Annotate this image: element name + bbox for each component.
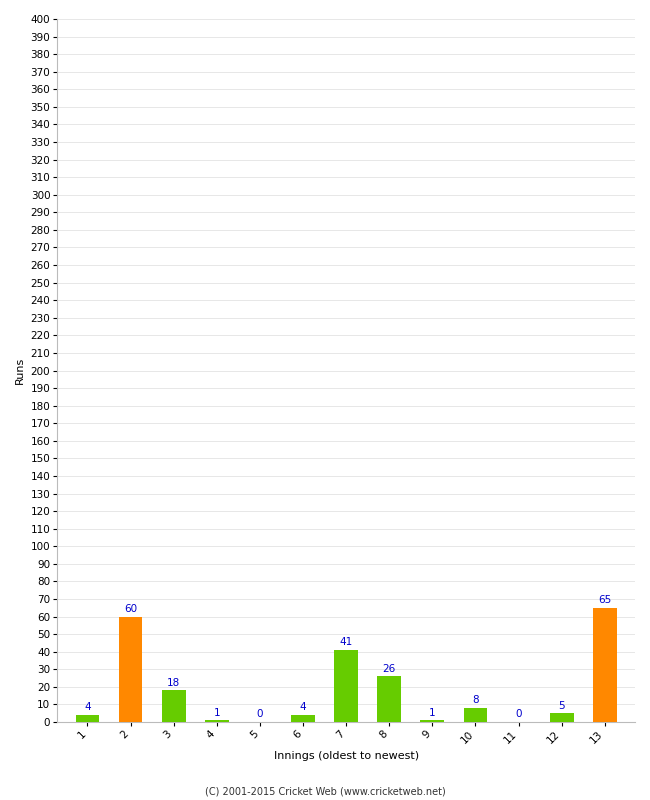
Text: 1: 1 xyxy=(429,708,436,718)
Bar xyxy=(75,715,99,722)
Bar xyxy=(162,690,185,722)
Text: (C) 2001-2015 Cricket Web (www.cricketweb.net): (C) 2001-2015 Cricket Web (www.cricketwe… xyxy=(205,786,445,796)
X-axis label: Innings (oldest to newest): Innings (oldest to newest) xyxy=(274,751,419,761)
Bar xyxy=(205,720,229,722)
Text: 0: 0 xyxy=(257,710,263,719)
Text: 26: 26 xyxy=(383,664,396,674)
Text: 4: 4 xyxy=(300,702,306,712)
Bar xyxy=(421,720,444,722)
Bar xyxy=(550,714,573,722)
Text: 5: 5 xyxy=(558,701,565,710)
Text: 1: 1 xyxy=(213,708,220,718)
Bar xyxy=(334,650,358,722)
Text: 0: 0 xyxy=(515,710,522,719)
Text: 65: 65 xyxy=(598,595,612,605)
Bar xyxy=(378,676,401,722)
Bar xyxy=(463,708,488,722)
Text: 8: 8 xyxy=(472,695,479,706)
Bar xyxy=(119,617,142,722)
Text: 41: 41 xyxy=(339,638,353,647)
Y-axis label: Runs: Runs xyxy=(15,357,25,384)
Bar xyxy=(291,715,315,722)
Text: 60: 60 xyxy=(124,604,137,614)
Text: 4: 4 xyxy=(84,702,91,712)
Bar xyxy=(593,608,617,722)
Text: 18: 18 xyxy=(167,678,180,688)
